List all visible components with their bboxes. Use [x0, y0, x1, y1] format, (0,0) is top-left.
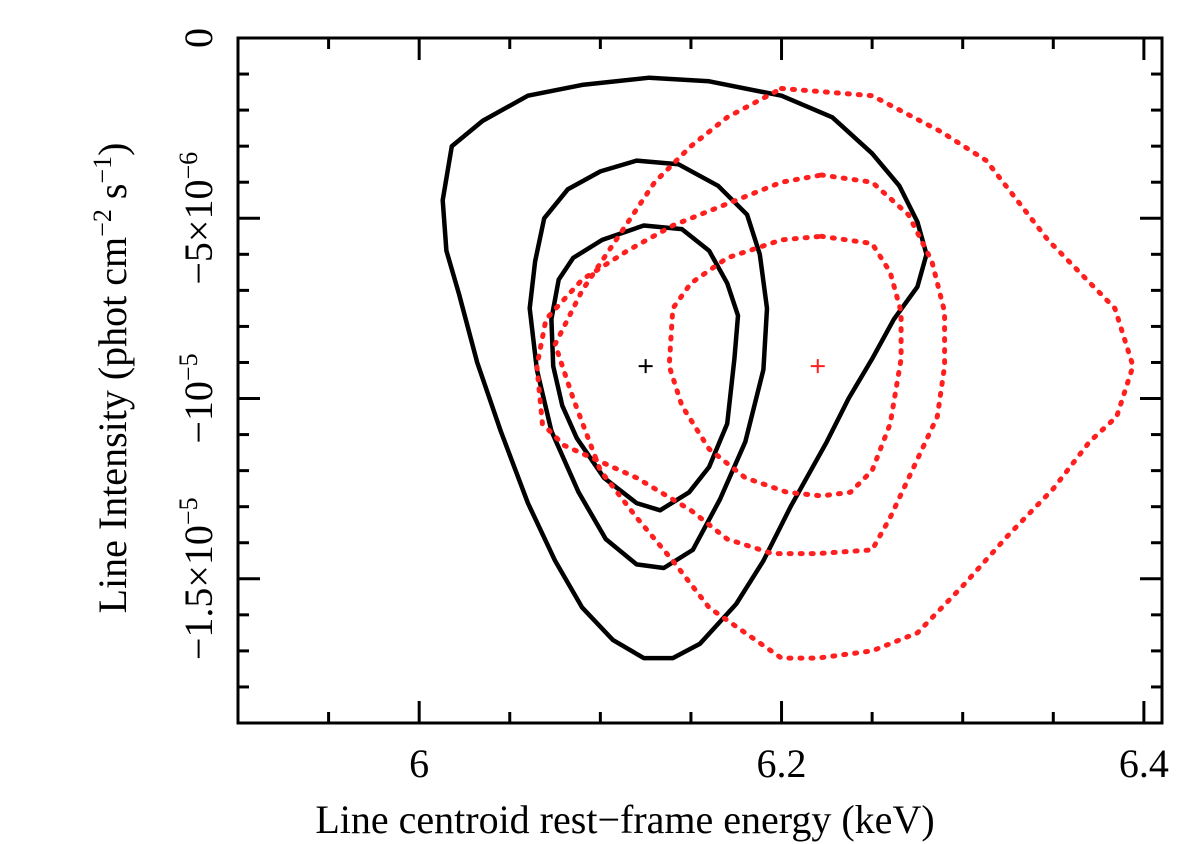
plot-content	[440, 75, 1136, 661]
y-tick-label: 0	[176, 28, 221, 48]
axis-ticks	[236, 36, 1162, 725]
y-axis-label-mid: s	[90, 184, 135, 210]
red-contours-contour-3	[552, 86, 1136, 661]
red-contours-contour-2	[534, 172, 948, 557]
y-tick-label: −5×10−6	[174, 152, 221, 285]
x-tick-label: 6	[409, 741, 429, 786]
x-axis-label: Line centroid rest−frame energy (keV)	[315, 797, 934, 842]
y-axis-label-close: )	[90, 143, 135, 156]
x-tick-label: 6.4	[1119, 741, 1169, 786]
x-tick-label: 6.2	[757, 741, 807, 786]
y-axis-label: Line Intensity (phot cm−2 s−1)	[88, 143, 135, 614]
red-contours-contour-1	[666, 233, 904, 499]
axis-tick-labels: 6 6.2 6.4 0 −5×10−6 −10−5 −1.5×10−5	[174, 28, 1169, 786]
black-contours-contour-3	[440, 75, 929, 661]
y-tick-label: −10−5	[174, 353, 221, 443]
black-contours-contour-2	[527, 158, 770, 571]
y-axis-label-base: Line Intensity (phot cm	[90, 237, 135, 614]
black-contours-contour-1	[549, 223, 741, 513]
y-tick-label: −1.5×10−5	[174, 497, 221, 660]
y-axis-label-exp2: −1	[88, 156, 117, 184]
black-contours-best-fit-marker	[638, 359, 653, 374]
plot-frame	[236, 36, 1164, 725]
y-axis-label-exp1: −2	[88, 209, 117, 237]
red-contours-best-fit-marker	[810, 359, 825, 374]
